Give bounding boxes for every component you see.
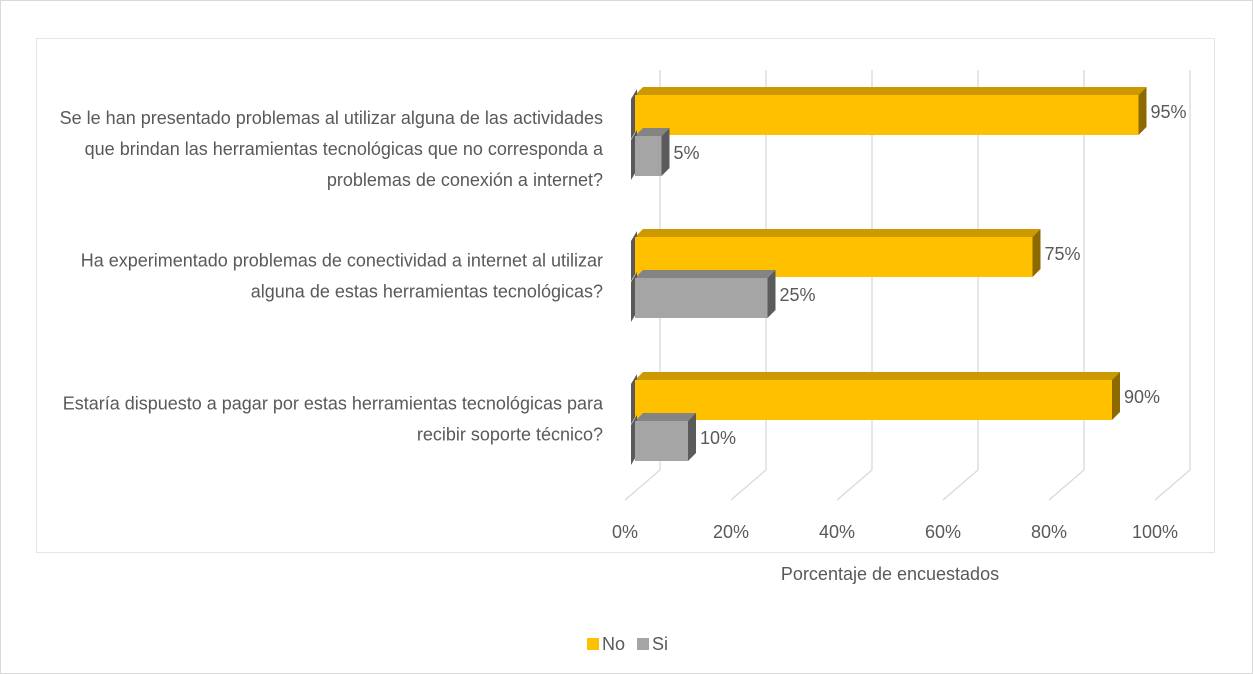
bar-front bbox=[635, 421, 688, 461]
grid-line bbox=[624, 70, 661, 501]
x-tick-label: 80% bbox=[1031, 522, 1067, 542]
bar-front bbox=[635, 380, 1112, 420]
legend-swatch bbox=[587, 638, 599, 650]
legend-swatch bbox=[637, 638, 650, 650]
bar-front bbox=[635, 278, 768, 318]
x-tick-label: 60% bbox=[925, 522, 961, 542]
x-tick-label: 0% bbox=[612, 522, 638, 542]
grid-line bbox=[942, 70, 979, 501]
bar-top bbox=[635, 270, 776, 278]
x-tick-label: 40% bbox=[819, 522, 855, 542]
data-label: 5% bbox=[674, 143, 700, 163]
grid-line bbox=[1048, 70, 1085, 501]
data-label: 90% bbox=[1124, 387, 1160, 407]
bar-top bbox=[635, 128, 670, 136]
x-tick-label: 100% bbox=[1132, 522, 1178, 542]
plot-frame bbox=[36, 38, 1215, 553]
bar bbox=[631, 128, 670, 180]
data-label: 10% bbox=[700, 428, 736, 448]
bar-front bbox=[635, 95, 1139, 135]
bar bbox=[631, 87, 1147, 139]
bar bbox=[631, 413, 696, 465]
x-tick-label: 20% bbox=[713, 522, 749, 542]
bar-top bbox=[635, 413, 696, 421]
category-label: Se le han presentado problemas al utiliz… bbox=[60, 108, 604, 190]
grid-line bbox=[836, 70, 873, 501]
category-label: Ha experimentado problemas de conectivid… bbox=[81, 250, 603, 301]
bar bbox=[631, 270, 776, 322]
grid-line bbox=[1154, 70, 1191, 501]
bar-top bbox=[635, 372, 1120, 380]
bar-side bbox=[1112, 372, 1120, 420]
bar-side bbox=[661, 128, 670, 176]
bar-front bbox=[635, 136, 662, 176]
data-label: 75% bbox=[1045, 244, 1081, 264]
x-axis-label: Porcentaje de encuestados bbox=[781, 564, 999, 584]
category-label: Estaría dispuesto a pagar por estas herr… bbox=[63, 393, 604, 444]
bar-top bbox=[635, 87, 1147, 95]
bar bbox=[631, 372, 1120, 424]
legend-label: No bbox=[602, 634, 625, 654]
data-label: 25% bbox=[780, 285, 816, 305]
bar-side bbox=[1032, 229, 1041, 277]
grid-line bbox=[730, 70, 767, 501]
bar-side bbox=[767, 270, 776, 318]
legend-label: Si bbox=[652, 634, 668, 654]
data-label: 95% bbox=[1151, 102, 1187, 122]
bar-side bbox=[1138, 87, 1147, 135]
bar-side bbox=[688, 413, 696, 461]
bar-top bbox=[635, 229, 1041, 237]
